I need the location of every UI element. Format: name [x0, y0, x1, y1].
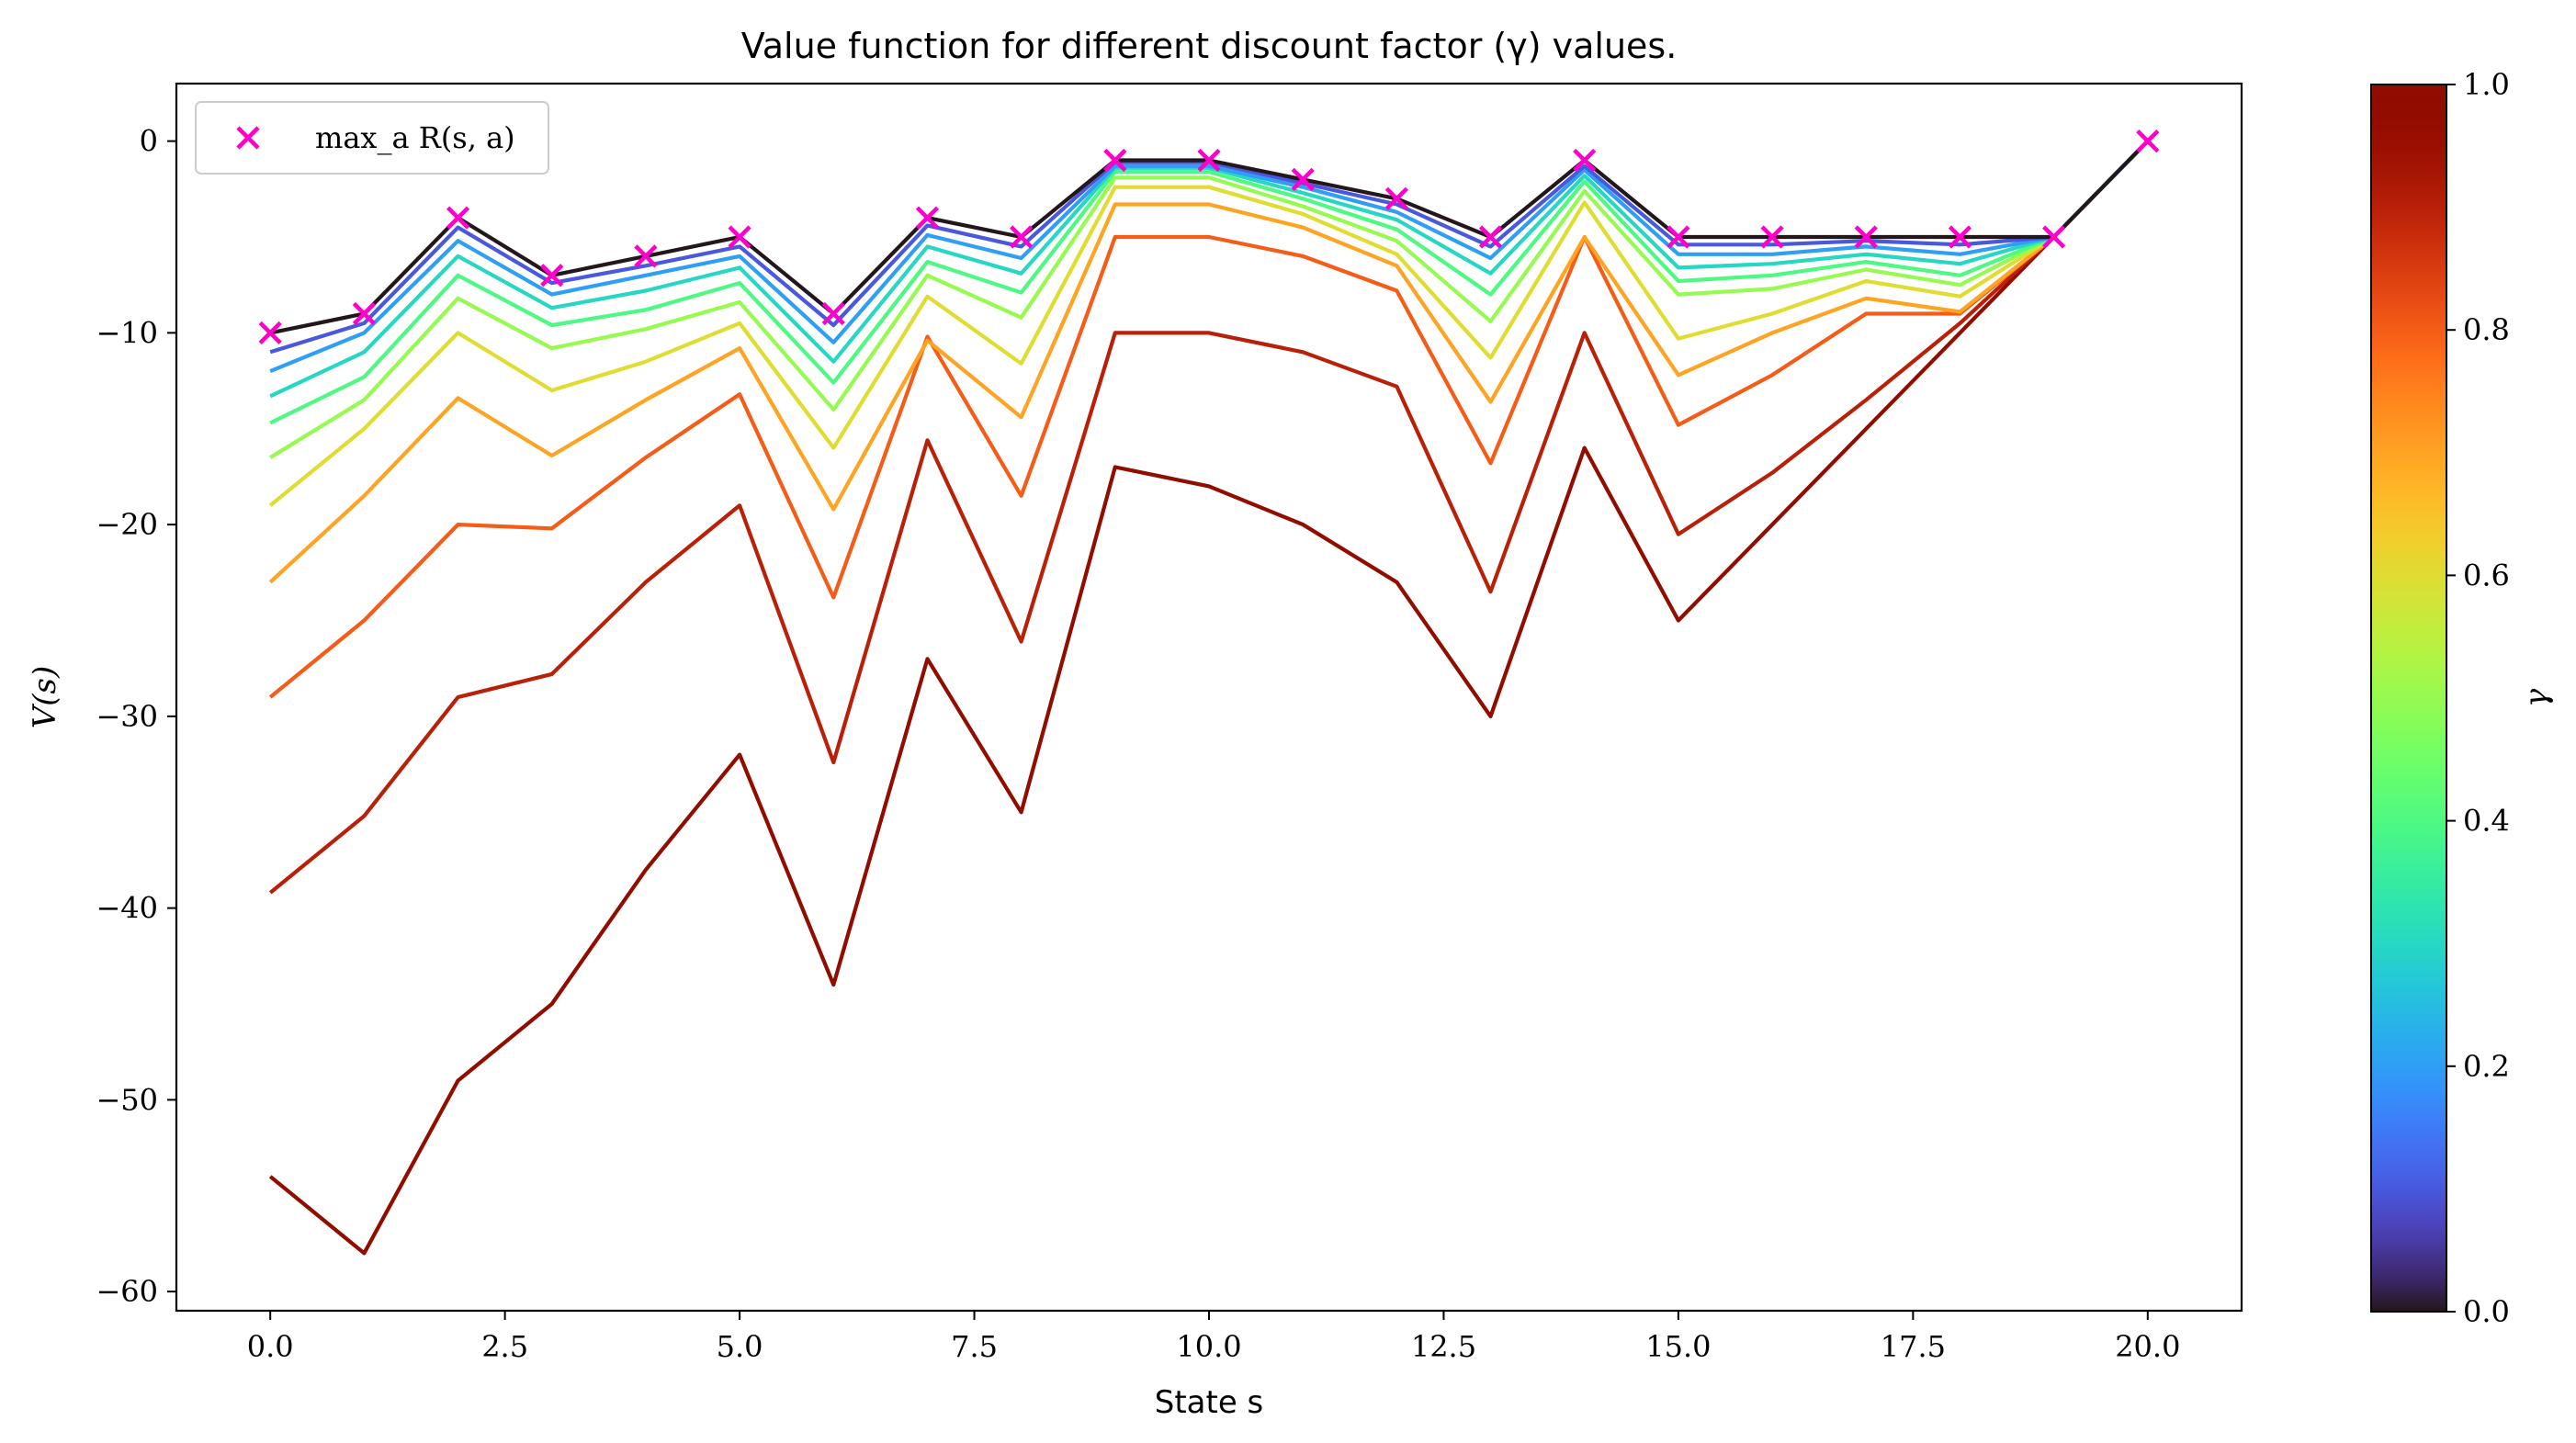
max-reward-marker: [258, 321, 282, 344]
colorbar-tick-label: 0.6: [2463, 558, 2510, 592]
max-reward-marker: [1948, 225, 1972, 249]
series-line-gamma-0.8: [268, 140, 2150, 699]
max-reward-marker: [1573, 148, 1597, 173]
series-line-gamma-0.2: [269, 140, 2150, 374]
series-line-gamma-1: [268, 140, 2150, 1256]
plot-area: [175, 82, 2243, 1313]
max-reward-marker: [1010, 225, 1034, 249]
max-reward-marker: [2136, 130, 2160, 153]
x-tick-label: 15.0: [1645, 1329, 1711, 1364]
x-tick-label: 0.0: [247, 1329, 294, 1364]
y-axis: 0 −10 −20 −30 −40 −50 −60 V(s): [27, 124, 176, 1309]
x-tick-label: 12.5: [1411, 1329, 1476, 1364]
x-tick-label: 10.0: [1176, 1329, 1241, 1364]
y-tick-label: −10: [96, 315, 158, 350]
max-reward-marker: [1760, 225, 1784, 249]
y-tick-label: 0: [140, 124, 158, 159]
y-tick-label: −50: [96, 1082, 158, 1117]
y-tick-label: −20: [96, 507, 158, 542]
y-tick-label: −60: [96, 1274, 158, 1309]
max-reward-marker: [1291, 167, 1315, 191]
max-reward-marker: [2042, 225, 2066, 249]
colorbar-tick-label: 0.8: [2463, 312, 2510, 347]
colorbar-label: γ: [2518, 688, 2555, 707]
legend-marker: [236, 126, 260, 150]
max-reward-marker: [1478, 225, 1503, 249]
max-reward-marker: [446, 206, 470, 230]
max-reward-marker: [821, 301, 845, 326]
colorbar-tick-label: 1.0: [2463, 67, 2510, 102]
max-reward-marker: [540, 264, 564, 287]
x-tick-label: 7.5: [951, 1329, 998, 1364]
colorbar-gradient: [2370, 84, 2447, 1313]
max-reward-marker: [634, 244, 658, 268]
x-tick-label: 20.0: [2115, 1329, 2180, 1364]
series-line-gamma-0.7: [268, 140, 2150, 584]
max-reward-marker: [1197, 148, 1221, 173]
chart-title: Value function for different discount fa…: [741, 26, 1678, 66]
legend-box: [195, 101, 549, 175]
x-tick-label: 5.0: [717, 1329, 763, 1364]
legend: max_a R(s, a): [195, 101, 549, 175]
max-reward-marker: [1854, 225, 1878, 249]
colorbar: 0.0 0.2 0.4 0.6 0.8 1.0 γ: [2370, 67, 2555, 1329]
x-axis: 0.0 2.5 5.0 7.5 10.0 12.5 15.0 17.5 20.0 State s: [247, 1311, 2180, 1421]
max-reward-marker: [352, 301, 376, 326]
max-reward-marker: [1384, 186, 1408, 210]
legend-label: max_a R(s, a): [315, 120, 515, 155]
x-tick-label: 17.5: [1881, 1329, 1946, 1364]
series-line-gamma-0.4: [269, 140, 2150, 425]
series-line-gamma-0.9: [268, 140, 2150, 895]
max-reward-marker: [1103, 148, 1127, 173]
x-tick-label: 2.5: [481, 1329, 528, 1364]
max-reward-marker: [915, 206, 940, 230]
colorbar-tick-label: 0.2: [2463, 1049, 2510, 1084]
colorbar-tick-label: 0.4: [2463, 804, 2510, 839]
series-line-gamma-0.6: [268, 140, 2150, 507]
x-axis-label: State s: [1155, 1384, 1264, 1421]
colorbar-tick-label: 0.0: [2463, 1294, 2510, 1329]
y-tick-label: −40: [96, 891, 158, 926]
max-reward-marker: [728, 225, 751, 249]
y-axis-label: V(s): [27, 666, 63, 729]
series-line-gamma-0.5: [269, 140, 2150, 459]
max-reward-marker: [1666, 225, 1690, 249]
y-tick-label: −30: [96, 699, 158, 734]
plot-background: [176, 84, 2242, 1311]
